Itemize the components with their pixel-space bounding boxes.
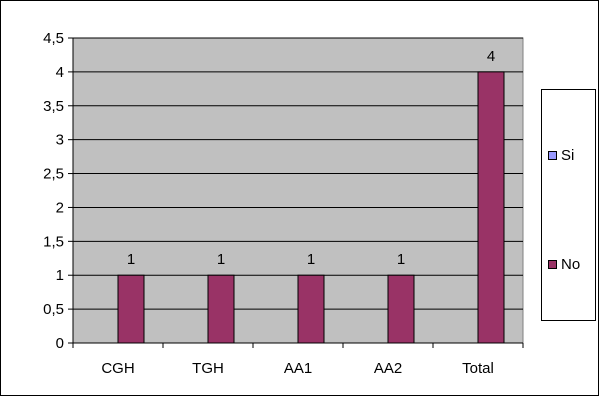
bar-no [207,274,235,344]
legend-label-no: No [561,256,581,273]
y-tick-label: 3 [56,132,64,149]
y-tick-label: 4,5 [43,30,64,47]
x-tick-label: CGH [101,360,134,377]
y-tick-label: 1,5 [43,233,64,250]
y-tick-label: 3,5 [43,98,64,115]
axes: 0 0,5 1 1,5 2 2,5 3 3,5 4 4,5 CGH TGH AA1 AA2 Total [43,30,524,377]
data-label: 1 [307,251,315,268]
bar-no [387,274,415,344]
x-tick-label: AA1 [284,360,312,377]
legend-entry-si: Si [548,147,574,164]
data-label: 1 [217,251,225,268]
data-label: 1 [127,251,135,268]
legend-label-si: Si [561,147,575,164]
data-labels: 1 1 1 1 4 [127,48,495,268]
y-tick-label: 0,5 [43,301,64,318]
data-label: 1 [397,251,405,268]
bars [117,71,505,344]
y-tick-label: 1 [56,267,64,284]
x-tick-label: AA2 [374,360,402,377]
legend-swatch-no [548,260,557,269]
bar-no [297,274,325,344]
y-tick-label: 2 [56,199,64,216]
y-tick-label: 2,5 [43,166,64,183]
legend-entry-no: No [548,256,580,273]
x-tick-label: TGH [192,360,224,377]
y-tick-label: 4 [56,64,64,81]
legend: Si No [541,89,596,321]
x-tick-label: Total [462,360,494,377]
data-label: 4 [487,48,495,65]
bar-no [117,274,145,344]
legend-swatch-si [548,151,557,160]
gridlines [73,37,523,310]
y-tick-label: 0 [56,335,64,352]
bar-no [477,71,505,344]
